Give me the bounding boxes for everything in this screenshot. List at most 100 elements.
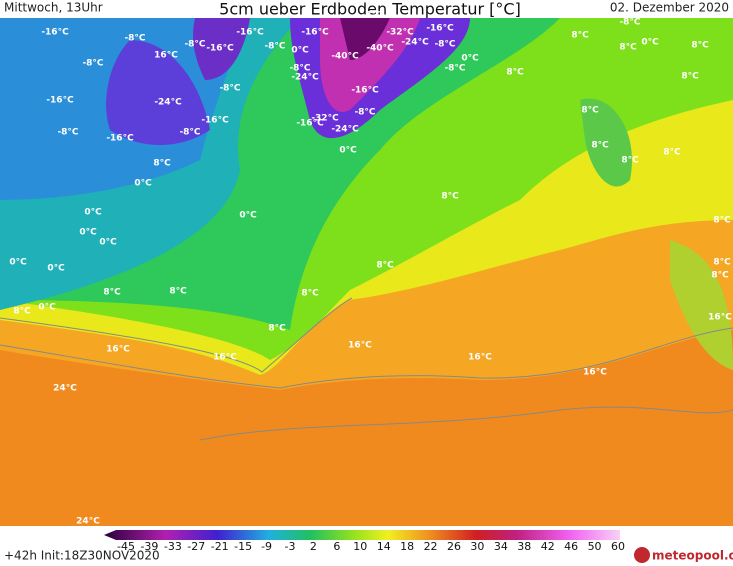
colorbar-tick-label: 34: [494, 540, 508, 553]
colorbar-tick-label: 14: [377, 540, 391, 553]
colorbar-tick-label: -27: [187, 540, 205, 553]
temperature-label: 8°C: [103, 288, 121, 298]
temperature-label: 8°C: [591, 141, 609, 151]
temperature-label: 8°C: [681, 72, 699, 82]
temperature-label: 0°C: [641, 38, 659, 48]
temperature-label: 0°C: [47, 264, 65, 274]
temperature-label: 8°C: [713, 258, 731, 268]
temperature-label: -16°C: [106, 134, 134, 144]
temperature-label: -24°C: [331, 125, 359, 135]
temperature-label: -8°C: [179, 128, 200, 138]
temperature-label: 0°C: [38, 303, 56, 313]
colorbar-tick-label: -3: [285, 540, 296, 553]
temperature-label: -16°C: [351, 86, 379, 96]
temperature-label: -8°C: [184, 40, 205, 50]
temperature-label: 24°C: [76, 517, 100, 527]
temperature-label: 16°C: [154, 51, 178, 61]
temperature-label: 16°C: [583, 368, 607, 378]
header-title: 5cm ueber Erdboden Temperatur [°C]: [219, 0, 521, 19]
temperature-label: 16°C: [213, 353, 237, 363]
temperature-label: -8°C: [289, 64, 310, 74]
colorbar-tick-label: -21: [211, 540, 229, 553]
temperature-label: 0°C: [291, 46, 309, 56]
colorbar-tick-label: 18: [400, 540, 414, 553]
colorbar-tick-label: 2: [310, 540, 317, 553]
temperature-label: 16°C: [468, 353, 492, 363]
temperature-label: -24°C: [154, 98, 182, 108]
temperature-label: -40°C: [366, 44, 394, 54]
temperature-label: 8°C: [376, 261, 394, 271]
temperature-label: -16°C: [301, 28, 329, 38]
colorbar-tick-label: 60: [611, 540, 625, 553]
temperature-label: 8°C: [621, 156, 639, 166]
temperature-label: -16°C: [236, 28, 264, 38]
temperature-label: 0°C: [9, 258, 27, 268]
temperature-label: 16°C: [106, 345, 130, 355]
logo-icon: [634, 547, 650, 563]
temperature-label: -16°C: [46, 96, 74, 106]
temperature-label: 8°C: [581, 106, 599, 116]
temperature-label: 0°C: [461, 54, 479, 64]
colorbar-tick-label: -33: [164, 540, 182, 553]
temperature-label: 8°C: [441, 192, 459, 202]
header-left: Mittwoch, 13Uhr: [4, 1, 103, 15]
temperature-label: 16°C: [708, 313, 732, 323]
temperature-label: 0°C: [339, 146, 357, 156]
colorbar-tick-label: -45: [117, 540, 135, 553]
logo: meteopool.org: [652, 549, 733, 563]
temperature-label: 8°C: [571, 31, 589, 41]
temperature-label: -32°C: [386, 28, 414, 38]
temperature-label: 8°C: [506, 68, 524, 78]
colorbar-tick-label: 30: [470, 540, 484, 553]
temperature-label: -8°C: [57, 128, 78, 138]
colorbar-tick-label: 26: [447, 540, 461, 553]
temperature-label: -8°C: [354, 108, 375, 118]
temperature-label: 8°C: [619, 43, 637, 53]
temperature-label: -8°C: [619, 18, 640, 28]
temperature-label: -8°C: [361, 11, 382, 21]
temperature-label: -24°C: [291, 73, 319, 83]
colorbar-tick-label: 22: [424, 540, 438, 553]
temperature-label: 8°C: [711, 271, 729, 281]
temperature-label: -32°C: [311, 114, 339, 124]
temperature-label: -40°C: [331, 52, 359, 62]
temperature-label: -16°C: [206, 44, 234, 54]
temperature-label: 0°C: [134, 179, 152, 189]
colorbar-tick-label: -15: [234, 540, 252, 553]
colorbar: [104, 530, 620, 540]
temperature-label: 8°C: [153, 159, 171, 169]
temperature-field: [0, 18, 733, 526]
header-right: 02. Dezember 2020: [610, 1, 729, 15]
temperature-label: -8°C: [219, 84, 240, 94]
temperature-label: 0°C: [79, 228, 97, 238]
temperature-label: -8°C: [124, 34, 145, 44]
temperature-label: 8°C: [301, 289, 319, 299]
temperature-label: 8°C: [13, 307, 31, 317]
temperature-label: 24°C: [53, 384, 77, 394]
colorbar-tick-label: 46: [564, 540, 578, 553]
temperature-label: -16°C: [201, 116, 229, 126]
colorbar-tick-label: -39: [140, 540, 158, 553]
colorbar-tick-label: 50: [588, 540, 602, 553]
temperature-label: -24°C: [401, 38, 429, 48]
temperature-label: -8°C: [264, 42, 285, 52]
temperature-label: 8°C: [268, 324, 286, 334]
temperature-label: 0°C: [99, 238, 117, 248]
temperature-label: -8°C: [434, 40, 455, 50]
run-info: +42h Init:18Z30NOV2020: [4, 549, 160, 563]
isotherms: [0, 297, 733, 441]
colorbar-tick-label: 6: [333, 540, 340, 553]
colorbar-tick-label: 42: [541, 540, 555, 553]
colorbar-tick-label: 10: [353, 540, 367, 553]
temperature-label: -16°C: [296, 119, 324, 129]
temperature-label: -16°C: [426, 24, 454, 34]
temperature-label: 8°C: [713, 216, 731, 226]
temperature-label: -16°C: [41, 28, 69, 38]
temperature-label: 8°C: [169, 287, 187, 297]
colorbar-tick-label: 38: [517, 540, 531, 553]
temperature-label: 8°C: [663, 148, 681, 158]
colorbar-tick-label: -9: [261, 540, 272, 553]
temperature-label: 0°C: [84, 208, 102, 218]
